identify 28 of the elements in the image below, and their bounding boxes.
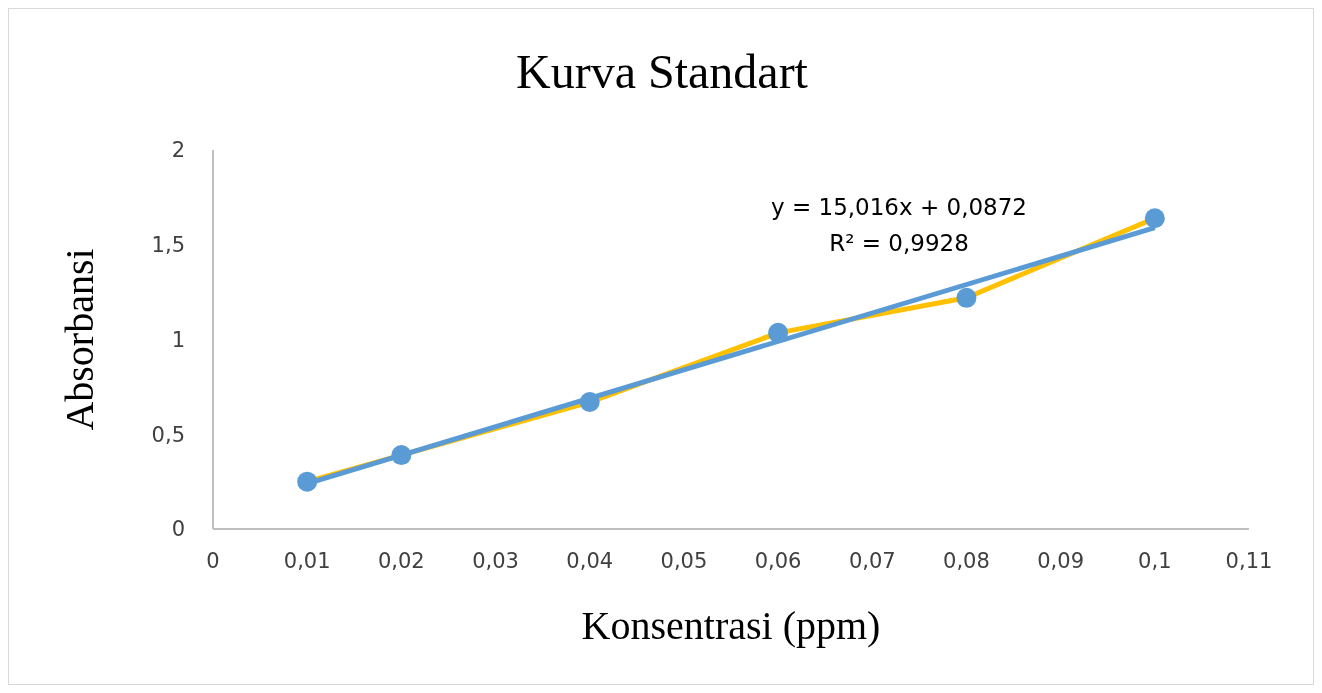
- x-tick-label: 0: [206, 548, 220, 573]
- point: [956, 287, 977, 308]
- y-tick-label: 0,5: [151, 422, 185, 447]
- x-tick-label: 0,07: [848, 548, 896, 573]
- x-axis-title: Konsentrasi (ppm): [581, 603, 881, 648]
- x-tick-label: 0,08: [943, 548, 990, 573]
- x-tick-label: 0,06: [754, 548, 802, 573]
- annotation: y = 15,016x + 0,0872: [770, 193, 1028, 222]
- x-tick-label: 0,1: [1138, 548, 1172, 573]
- point: [579, 392, 600, 413]
- chart-title: Kurva Standart: [515, 44, 809, 99]
- annotation: R² = 0,9928: [828, 229, 970, 258]
- x-tick-label: 0,11: [1225, 548, 1273, 573]
- point: [297, 471, 318, 492]
- point: [768, 322, 789, 343]
- x-tick-label: 0,01: [283, 548, 331, 573]
- x-tick-label: 0,02: [377, 548, 425, 573]
- y-tick-label: 1,5: [151, 233, 185, 258]
- y-tick-label: 2: [171, 138, 185, 163]
- point: [1144, 208, 1165, 229]
- x-tick-label: 0,04: [566, 548, 614, 573]
- x-tick-label: 0,03: [472, 548, 519, 573]
- y-tick-label: 1: [171, 327, 185, 352]
- x-tick-label: 0,05: [660, 548, 708, 573]
- y-tick-label: 0: [171, 517, 185, 542]
- point: [391, 445, 412, 466]
- x-tick-label: 0,09: [1037, 548, 1085, 573]
- y-axis-title: Absorbansi: [57, 248, 103, 431]
